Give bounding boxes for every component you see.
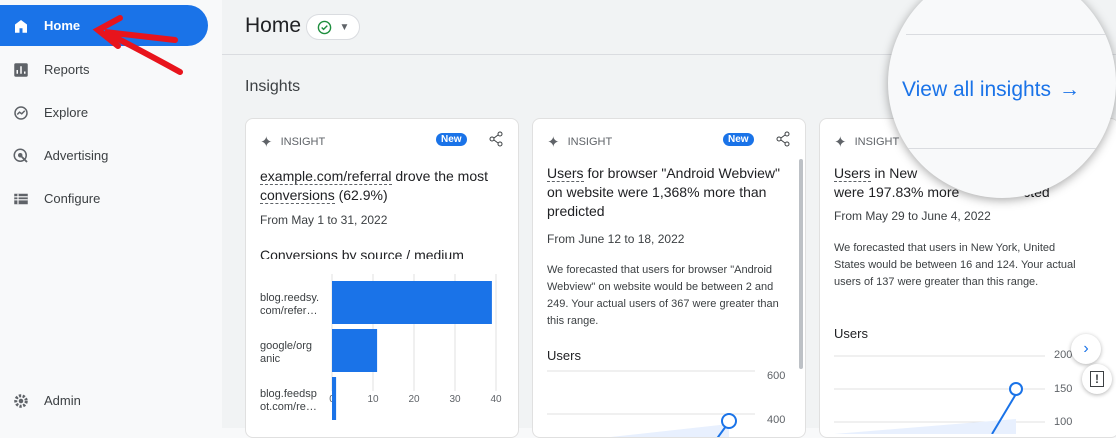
- card-tag: INSIGHT: [854, 136, 900, 148]
- x-tick: 20: [408, 394, 420, 405]
- card-title: example.com/referral drove the most conv…: [260, 168, 488, 204]
- sidebar-item-configure[interactable]: Configure: [0, 178, 208, 219]
- sidebar-item-label: Home: [44, 18, 81, 33]
- chart-title: Conversions by source / medium: [260, 247, 464, 259]
- metric-link[interactable]: Users: [547, 165, 584, 182]
- metric-link[interactable]: conversions: [260, 187, 335, 204]
- card-date: From June 12 to 18, 2022: [547, 232, 685, 246]
- annotation-arrow: [92, 15, 183, 75]
- divider: [222, 54, 1116, 55]
- chevron-down-icon: ▼: [339, 21, 350, 33]
- data-point: [721, 413, 737, 429]
- sparkle-icon: ✦: [547, 134, 560, 151]
- magnifier-callout: View all insights →: [888, 0, 1116, 198]
- advertising-icon: [13, 148, 28, 163]
- insight-card[interactable]: ✦ INSIGHT New Users for browser "Android …: [532, 118, 806, 438]
- x-tick: 10: [367, 394, 379, 405]
- sidebar-item-label: Reports: [44, 62, 90, 77]
- sidebar-item-reports[interactable]: Reports: [0, 49, 208, 90]
- y-tick: 150: [1054, 383, 1073, 395]
- sparkle-icon: ✦: [834, 134, 847, 151]
- insight-card[interactable]: ✦ INSIGHT New example.com/referral drove …: [245, 118, 519, 438]
- feedback-icon: !: [1090, 371, 1104, 387]
- data-point: [1009, 382, 1023, 396]
- y-tick: 100: [1054, 416, 1073, 428]
- x-tick: 40: [490, 394, 502, 405]
- sidebar: Home Reports Explore Advertising Configu…: [0, 0, 222, 428]
- category-label: blog.reedsy.: [260, 292, 319, 304]
- check-circle-icon: [317, 20, 331, 34]
- category-label: com/refer…: [260, 305, 317, 317]
- chart-title: Users: [547, 348, 581, 363]
- bar: [332, 377, 337, 420]
- feedback-button[interactable]: !: [1082, 364, 1112, 394]
- bar-chart: 010203040blog.reedsy.com/refer…google/or…: [260, 274, 502, 420]
- card-tag: INSIGHT: [280, 136, 326, 148]
- metric-link[interactable]: Users: [834, 165, 871, 182]
- line-chart: [547, 370, 755, 437]
- sidebar-item-explore[interactable]: Explore: [0, 92, 208, 133]
- bar-chart-icon: [14, 62, 28, 77]
- card-title: Users for browser "Android Webview" on w…: [547, 165, 780, 219]
- category-label: ot.com/re…: [260, 401, 317, 413]
- bar: [332, 329, 378, 372]
- page-title: Home: [245, 14, 302, 37]
- card-date: From May 1 to 31, 2022: [260, 213, 388, 227]
- y-tick: 600: [767, 370, 786, 382]
- share-icon[interactable]: [775, 131, 791, 147]
- card-title: Users in New were 197.83% more cted: [834, 165, 1050, 200]
- card-description: We forecasted that users in New York, Un…: [834, 242, 1076, 288]
- y-tick: 200: [1054, 349, 1073, 361]
- sparkle-icon: ✦: [260, 134, 273, 151]
- dimension-link[interactable]: example.com/referral: [260, 168, 392, 185]
- arrow-right-icon: →: [1059, 78, 1081, 101]
- gear-icon: [14, 393, 28, 408]
- sidebar-item-label: Configure: [44, 191, 101, 206]
- explore-icon: [14, 105, 28, 120]
- chart-title: Users: [834, 326, 868, 341]
- share-icon[interactable]: [488, 131, 504, 147]
- next-insights-button[interactable]: ›: [1071, 334, 1101, 364]
- y-tick: 400: [767, 414, 786, 426]
- sidebar-item-label: Admin: [44, 393, 81, 408]
- category-label: google/org: [260, 340, 312, 352]
- sidebar-item-label: Explore: [44, 105, 89, 120]
- x-tick: 30: [449, 394, 461, 405]
- category-label: blog.feedsp: [260, 388, 317, 400]
- home-icon: [15, 19, 27, 33]
- sidebar-item-admin[interactable]: Admin: [0, 380, 208, 421]
- new-badge: New: [723, 133, 754, 146]
- scrollbar[interactable]: [799, 159, 803, 369]
- sidebar-item-advertising[interactable]: Advertising: [0, 135, 208, 176]
- insights-heading: Insights: [245, 78, 301, 95]
- card-date: From May 29 to June 4, 2022: [834, 209, 991, 223]
- card-description: We forecasted that users for browser "An…: [547, 264, 779, 327]
- card-tag: INSIGHT: [567, 136, 613, 148]
- new-badge: New: [436, 133, 467, 146]
- sidebar-item-label: Advertising: [44, 148, 109, 163]
- list-icon: [14, 193, 28, 204]
- category-label: anic: [260, 353, 281, 365]
- status-dropdown[interactable]: ▼: [306, 14, 360, 40]
- chevron-right-icon: ›: [1083, 340, 1089, 357]
- bar: [332, 281, 492, 324]
- view-all-insights-link[interactable]: View all insights →: [902, 78, 1081, 101]
